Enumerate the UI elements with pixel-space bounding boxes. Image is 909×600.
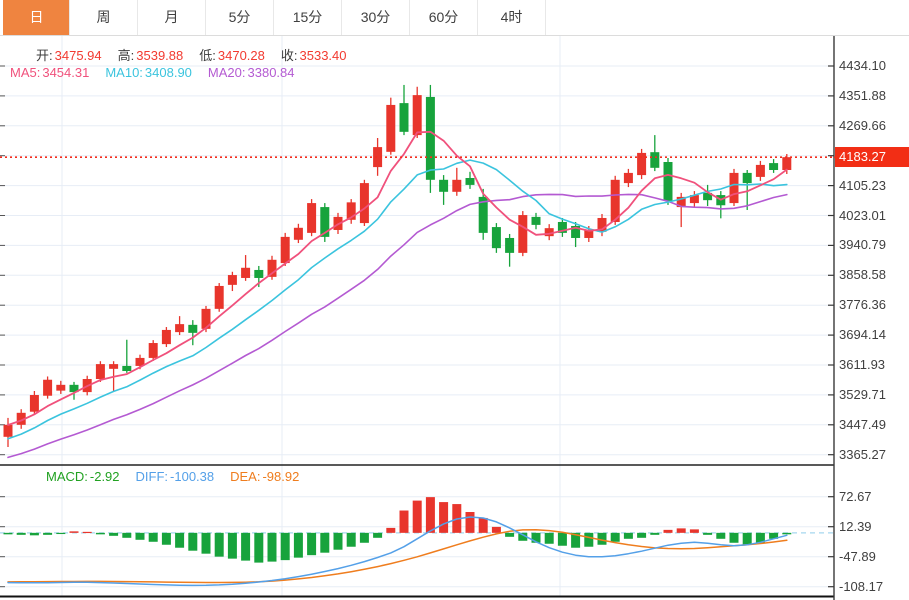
tab-周[interactable]: 周: [69, 0, 138, 35]
indicator-value: -98.92: [262, 469, 300, 484]
readout-ma-item: MA5: 3454.31: [10, 65, 89, 80]
y-axis-label: 3858.58: [839, 267, 886, 283]
indicator-label: MACD:: [46, 469, 88, 484]
indicator-label: 低:: [199, 48, 216, 63]
y-axis: [828, 36, 838, 600]
indicator-label: MA20:: [207, 65, 246, 80]
y-axis-label: 4351.88: [839, 87, 886, 103]
indicator-value: 3380.84: [247, 65, 295, 80]
y-axis-label: 3694.14: [839, 327, 886, 343]
indicator-value: 3475.94: [54, 48, 102, 63]
indicator-label: 高:: [117, 48, 135, 63]
tab-日[interactable]: 日: [3, 0, 70, 35]
tab-15分[interactable]: 15分: [273, 0, 342, 35]
y-axis-label: 4023.01: [839, 207, 886, 223]
y-axis-label: 3776.36: [839, 297, 886, 313]
indicator-label: MA5:: [10, 65, 41, 80]
readout-ma-item: MA20: 3380.84: [208, 65, 295, 80]
readout-macd-item: DIFF: -100.38: [136, 469, 215, 484]
readout-ohlc-item: 高: 3539.88: [118, 48, 184, 63]
ma-readout: MA5: 3454.31 MA10: 3408.90 MA20: 3380.84: [10, 65, 311, 80]
tab-30分[interactable]: 30分: [341, 0, 410, 35]
y-axis-label: 3529.71: [839, 386, 886, 402]
indicator-value: 3533.40: [299, 48, 347, 63]
y-axis-label: -108.17: [839, 578, 884, 594]
frame: [0, 464, 834, 598]
readout-macd-item: MACD: -2.92: [46, 469, 120, 484]
readout-macd-item: DEA: -98.92: [230, 469, 299, 484]
indicator-label: MA10:: [105, 65, 143, 80]
tab-4时[interactable]: 4时: [477, 0, 546, 35]
y-axis-label: 3365.27: [839, 446, 886, 462]
y-axis-label: 3611.93: [839, 357, 886, 372]
ohlc-readout: 开: 3475.94 高: 3539.88 低: 3470.28 收: 3533.40: [36, 45, 363, 64]
left-ticks: [0, 65, 5, 588]
y-axis-label: 3447.49: [839, 416, 886, 432]
tab-60分[interactable]: 60分: [409, 0, 478, 35]
y-axis-label: 72.67: [839, 488, 872, 504]
y-axis-label: 4105.23: [839, 177, 886, 193]
y-axis-label: -47.89: [839, 548, 876, 564]
indicator-label: DEA:: [230, 469, 261, 484]
y-axis-label: 4269.66: [839, 117, 886, 133]
indicator-value: -100.38: [170, 469, 215, 484]
tab-月[interactable]: 月: [137, 0, 206, 35]
macd-histogram: [3, 497, 792, 563]
indicator-value: 3470.28: [217, 48, 265, 63]
indicator-value: -2.92: [89, 469, 120, 484]
indicator-value: 3539.88: [136, 48, 184, 63]
current-price-badge: 4183.27: [835, 147, 909, 168]
indicator-label: DIFF:: [135, 469, 169, 484]
candles-layer: [3, 84, 792, 447]
tab-5分[interactable]: 5分: [205, 0, 274, 35]
indicator-value: 3408.90: [144, 65, 192, 80]
ma-lines: [7, 130, 788, 459]
macd-readout: MACD: -2.92 DIFF: -100.38 DEA: -98.92: [46, 469, 315, 484]
readout-ma-item: MA10: 3408.90: [105, 65, 192, 80]
macd-lines: [7, 516, 788, 587]
readout-ohlc-item: 开: 3475.94: [36, 48, 102, 63]
indicator-label: 开:: [36, 48, 53, 63]
indicator-label: 收:: [280, 48, 298, 63]
y-axis-label: 3940.79: [839, 237, 886, 253]
kline-chart[interactable]: [0, 36, 909, 600]
y-axis-label: 4434.10: [839, 58, 886, 73]
indicator-value: 3454.31: [42, 65, 90, 80]
readout-ohlc-item: 收: 3533.40: [281, 48, 347, 63]
timeframe-tabbar: 日周月 5分 15分 30分 60分 4时: [0, 0, 909, 36]
readout-ohlc-item: 低: 3470.28: [199, 48, 265, 63]
y-axis-label: 12.39: [839, 518, 872, 534]
